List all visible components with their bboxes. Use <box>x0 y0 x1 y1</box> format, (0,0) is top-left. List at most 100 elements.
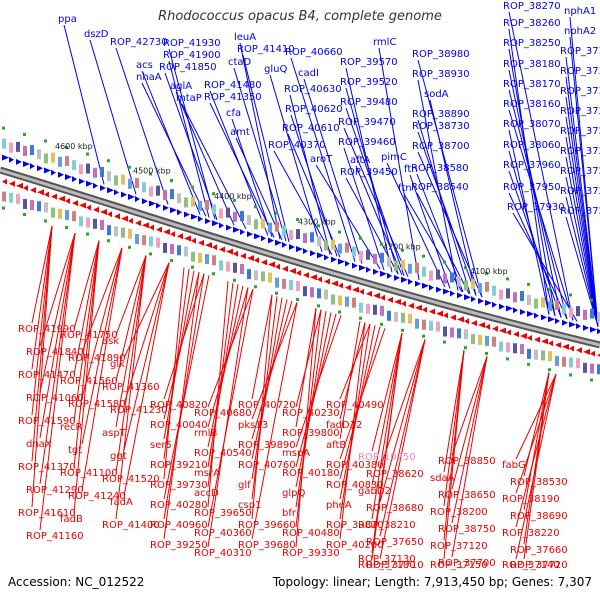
bottom-connector-line <box>339 323 371 520</box>
feature-block <box>149 186 153 197</box>
feature-block <box>289 229 293 240</box>
minus-gene-arrow <box>352 286 359 293</box>
bottom-gene-label: ROP_40360 <box>194 528 252 539</box>
bottom-gene-label: ROP_38530 <box>510 477 568 488</box>
marker-dot <box>212 192 215 196</box>
top-gene-label: ROP_41930 <box>163 38 221 49</box>
bottom-connector-line <box>207 287 249 548</box>
bottom-gene-label: ROP_39800 <box>282 428 340 439</box>
feature-block <box>86 217 90 228</box>
plus-gene-arrow <box>128 193 135 200</box>
plus-gene-arrow <box>51 169 56 176</box>
minus-gene-arrow <box>114 213 120 220</box>
feature-block <box>58 208 62 219</box>
bottom-connector-line <box>207 281 229 508</box>
feature-block <box>191 196 195 207</box>
feature-block <box>261 218 265 229</box>
bottom-gene-label: ROP_41520 <box>102 474 160 485</box>
bottom-gene-label: ROP_39730 <box>150 480 208 491</box>
bottom-connector-line <box>39 233 76 531</box>
top-gene-label: ROP_39480 <box>340 97 398 108</box>
plus-gene-arrow <box>156 202 161 209</box>
feature-block <box>520 344 524 355</box>
feature-block <box>548 301 552 312</box>
top-gene-label: ftn <box>404 164 418 175</box>
feature-block <box>485 281 489 292</box>
top-connector-line <box>409 174 451 289</box>
scale-tick-label: 4500 kbp <box>133 166 171 175</box>
feature-block <box>65 209 69 220</box>
top-connector-line <box>273 150 333 256</box>
bottom-gene-label: ROP_39210 <box>150 460 208 471</box>
bottom-connector-line <box>31 225 53 508</box>
feature-block <box>184 246 188 257</box>
bottom-gene-label: ROP_37700 <box>438 558 496 569</box>
minus-gene-arrow <box>205 242 212 249</box>
bottom-connector-line <box>73 240 100 376</box>
top-gene-label: ROP_39470 <box>338 117 396 128</box>
feature-block <box>128 228 132 239</box>
feature-block <box>394 311 398 322</box>
plus-gene-arrow <box>247 231 253 238</box>
bottom-gene-label: ROP_41400 <box>102 520 160 531</box>
bottom-gene-label: accD <box>194 488 219 499</box>
bottom-connector-line <box>443 350 465 560</box>
plus-gene-arrow <box>541 314 547 321</box>
top-gene-labels: ppadszDROP_42730acsnhaAROP_41900ROP_4193… <box>58 1 600 217</box>
bottom-gene-label: ROP_37720 <box>510 560 568 571</box>
feature-block <box>415 318 419 329</box>
plus-gene-arrow <box>562 319 568 326</box>
minus-gene-arrow <box>121 215 128 222</box>
minus-gene-arrow <box>436 310 443 317</box>
scale-tick-label: 4100 kbp <box>470 267 508 276</box>
bottom-gene-label: ROP_40180 <box>282 468 340 479</box>
marker-dot <box>317 304 320 308</box>
top-gene-label: ROP_40610 <box>282 123 340 134</box>
feature-block <box>30 200 34 211</box>
bottom-connector-line <box>295 312 332 488</box>
feature-block <box>597 364 600 375</box>
minus-gene-arrow <box>324 278 330 285</box>
minus-gene-arrow <box>9 180 15 187</box>
minus-gene-arrow <box>149 224 154 231</box>
minus-gene-arrow <box>100 208 107 215</box>
bottom-connector-line <box>251 299 288 460</box>
feature-block <box>471 334 475 345</box>
feature-block <box>583 362 587 373</box>
feature-block <box>541 297 545 308</box>
bottom-gene-label: pheA <box>326 500 352 511</box>
feature-block <box>205 200 209 211</box>
minus-gene-arrow <box>233 250 238 257</box>
feature-block <box>37 201 41 212</box>
plus-gene-arrow <box>135 196 140 203</box>
bottom-connector-line <box>451 356 488 558</box>
plus-gene-arrow <box>142 198 148 205</box>
top-gene-label: ROP_37340 <box>560 46 600 57</box>
bottom-gene-label: ROP_41890 <box>68 353 126 364</box>
marker-dot <box>506 357 509 361</box>
scale-tick-label: 4400 kbp <box>214 192 252 201</box>
bottom-gene-label: ROP_41160 <box>26 531 84 542</box>
feature-block <box>366 303 370 314</box>
marker-dot <box>548 368 551 372</box>
top-gene-label: ROP_40620 <box>285 104 343 115</box>
genome-summary-text: Topology: linear; Length: 7,913,450 bp; … <box>272 575 592 589</box>
feature-block <box>100 219 104 230</box>
feature-block <box>268 222 272 233</box>
feature-block <box>492 336 496 347</box>
plus-gene-arrow <box>359 264 366 271</box>
plus-gene-arrow <box>331 256 337 263</box>
plus-gene-arrow <box>387 272 392 279</box>
minus-gene-arrow <box>184 235 191 242</box>
marker-dot <box>317 224 320 228</box>
feature-block <box>513 343 517 354</box>
top-gene-label: ROP_41350 <box>204 92 262 103</box>
minus-gene-arrow <box>86 204 91 211</box>
bottom-gene-label: ROP_41560 <box>60 376 118 387</box>
marker-dot <box>149 172 152 176</box>
feature-block <box>569 357 573 368</box>
plus-gene-arrow <box>254 233 261 240</box>
top-gene-label: ROP_41480 <box>204 80 262 91</box>
plus-gene-arrow <box>324 254 329 261</box>
top-gene-label: ROP_39460 <box>338 137 396 148</box>
